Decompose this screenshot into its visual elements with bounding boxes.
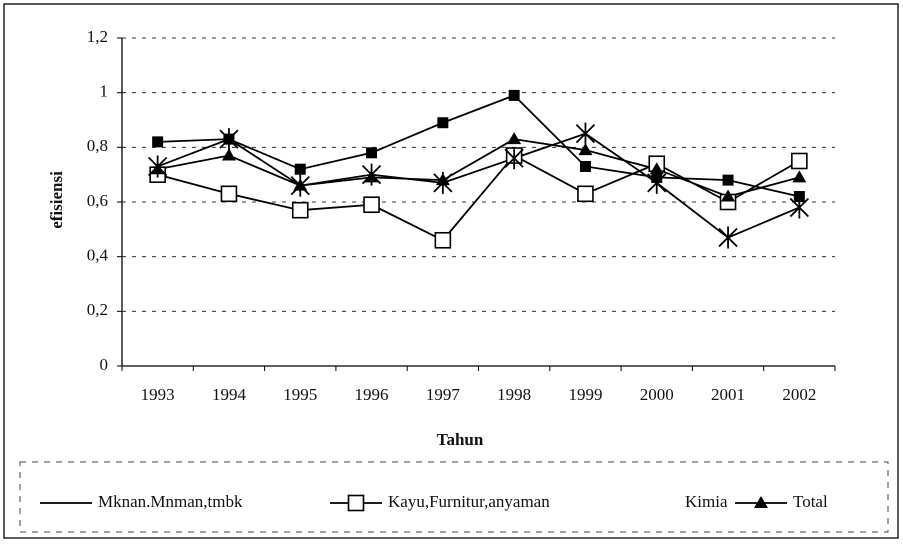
marker [363,196,380,214]
x-tick-label: 1997 [426,385,461,404]
marker [437,117,449,129]
marker [718,226,738,249]
y-tick-label: 0,6 [87,191,108,210]
marker [221,148,236,161]
marker [579,160,591,172]
y-tick-label: 1,2 [87,27,108,46]
legend-label: Kayu,Furnitur,anyaman [388,492,550,511]
y-tick-label: 0,4 [87,246,109,265]
legend-label: Mknan.Mnman,tmbk [98,492,243,511]
y-tick-label: 0 [100,355,109,374]
legend-label: Kimia [685,492,728,511]
marker [792,170,807,183]
marker [347,494,365,512]
marker [754,496,768,508]
chart-frame [3,3,899,539]
x-tick-label: 2000 [640,385,674,404]
marker [722,174,734,186]
marker [364,170,379,183]
marker [507,132,522,145]
marker [649,162,664,175]
x-tick-label: 1993 [141,385,175,404]
marker [575,122,596,145]
x-tick-label: 1998 [497,385,531,404]
marker [434,231,452,249]
marker [366,147,378,159]
marker [791,152,808,170]
marker [150,162,165,175]
x-tick-label: 1999 [568,385,602,404]
marker [578,143,593,156]
marker [294,163,306,175]
marker [293,178,308,191]
series-line [157,132,800,239]
marker [721,189,736,202]
marker [291,201,309,219]
x-tick-label: 2002 [782,385,816,404]
series-line [157,94,800,198]
y-axis-label: efisiensi [47,171,66,229]
x-tick-label: 2001 [711,385,745,404]
marker [647,171,667,194]
marker [152,136,164,148]
x-tick-label: 1996 [355,385,389,404]
y-tick-label: 0,8 [87,136,108,155]
legend-frame [19,461,889,533]
marker [789,196,809,219]
marker [435,173,450,186]
y-tick-label: 0,2 [87,300,108,319]
marker [508,89,520,101]
series-line [157,138,800,198]
x-tick-label: 1995 [283,385,317,404]
y-tick-label: 1 [100,82,109,101]
x-axis-label: Tahun [437,430,484,449]
marker [577,185,594,203]
legend-label: Total [793,492,828,511]
x-tick-label: 1994 [212,385,247,404]
marker [219,128,239,151]
marker [504,147,524,170]
marker [220,185,238,203]
